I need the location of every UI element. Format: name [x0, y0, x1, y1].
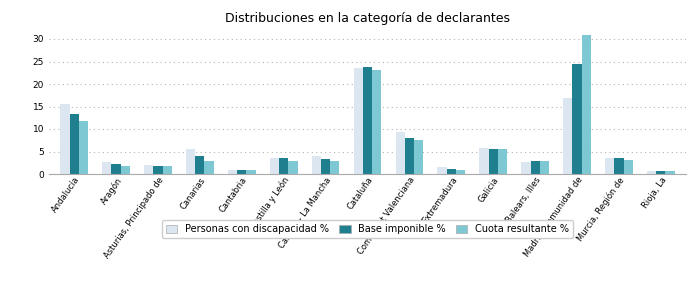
Bar: [414, 140, 424, 174]
Bar: [111, 164, 120, 174]
Bar: [447, 169, 456, 174]
Bar: [531, 161, 540, 174]
Bar: [153, 166, 162, 174]
Bar: [69, 114, 79, 174]
Bar: [321, 159, 330, 174]
Bar: [605, 158, 615, 174]
Bar: [372, 70, 382, 174]
Bar: [363, 68, 372, 174]
Bar: [615, 158, 624, 174]
Bar: [573, 64, 582, 174]
Bar: [540, 161, 549, 174]
Bar: [102, 162, 111, 174]
Bar: [582, 34, 591, 174]
Bar: [204, 160, 214, 174]
Bar: [480, 148, 489, 174]
Bar: [246, 170, 256, 174]
Bar: [60, 104, 69, 174]
Bar: [186, 149, 195, 174]
Bar: [564, 98, 573, 174]
Bar: [624, 160, 633, 174]
Bar: [438, 167, 447, 174]
Bar: [195, 156, 204, 174]
Bar: [162, 166, 172, 174]
Title: Distribuciones en la categoría de declarantes: Distribuciones en la categoría de declar…: [225, 12, 510, 25]
Bar: [354, 68, 363, 174]
Bar: [312, 156, 321, 174]
Bar: [228, 170, 237, 174]
Bar: [120, 166, 130, 174]
Legend: Personas con discapacidad %, Base imponible %, Cuota resultante %: Personas con discapacidad %, Base imponi…: [162, 220, 573, 238]
Bar: [656, 171, 666, 174]
Bar: [456, 169, 465, 174]
Bar: [666, 171, 675, 174]
Bar: [647, 171, 656, 174]
Bar: [270, 158, 279, 174]
Bar: [405, 137, 414, 174]
Bar: [79, 121, 88, 174]
Bar: [395, 132, 405, 174]
Bar: [144, 165, 153, 174]
Bar: [489, 149, 498, 174]
Bar: [330, 160, 340, 174]
Bar: [279, 158, 288, 174]
Bar: [498, 149, 507, 174]
Bar: [288, 161, 298, 174]
Bar: [522, 162, 531, 174]
Bar: [237, 170, 246, 174]
